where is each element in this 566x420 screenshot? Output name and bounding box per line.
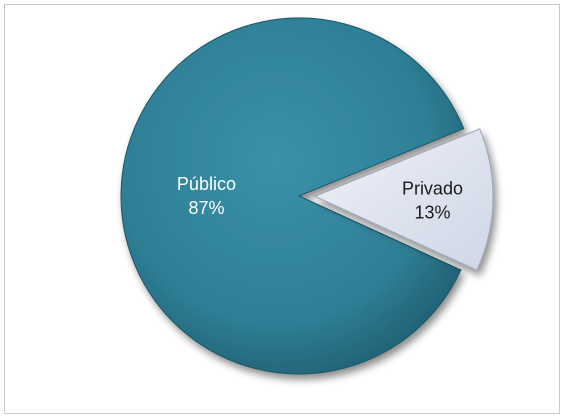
pie-slice-publico (120, 17, 465, 375)
slice-label-privado: Privado (402, 179, 463, 199)
slice-percent-publico: 87% (188, 198, 224, 218)
slice-label-publico: Público (177, 174, 236, 194)
slice-percent-privado: 13% (414, 203, 450, 223)
pie-slice-privado (313, 128, 494, 271)
